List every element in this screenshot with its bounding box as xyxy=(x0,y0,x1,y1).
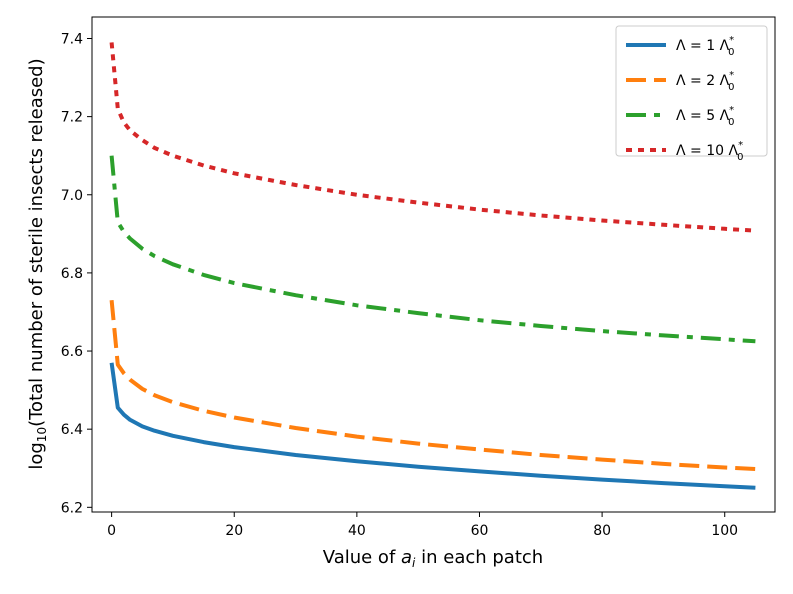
x-axis-ticks: 0 20 40 60 80 100 xyxy=(107,512,738,539)
x-tick-label: 80 xyxy=(593,523,611,539)
x-tick-label: 60 xyxy=(471,523,489,539)
y-tick-label: 7.2 xyxy=(61,110,83,126)
x-axis-label: Value of ai in each patch xyxy=(323,547,543,570)
legend-label-2: Λ = 2 Λ* 0 xyxy=(676,70,735,93)
series-line-4 xyxy=(109,42,756,233)
legend-label-4: Λ = 10 Λ* 0 xyxy=(676,140,743,163)
legend-box xyxy=(615,25,768,157)
series-layer xyxy=(109,42,756,490)
y-tick-label: 6.6 xyxy=(61,344,83,360)
y-tick-label: 7.4 xyxy=(61,31,83,47)
series-line-2 xyxy=(109,300,756,471)
x-tick-label: 0 xyxy=(107,523,116,539)
y-tick-label: 6.2 xyxy=(61,500,83,516)
legend-label-1: Λ = 1 Λ* 0 xyxy=(676,35,735,58)
x-tick-label: 40 xyxy=(348,523,366,539)
series-line-3 xyxy=(109,155,756,344)
legend: Λ = 1 Λ* 0 Λ = 2 Λ* 0 Λ = 5 Λ* 0 Λ = 10 Λ* 0 xyxy=(615,25,768,163)
x-tick-label: 20 xyxy=(225,523,243,539)
x-tick-label: 100 xyxy=(711,523,738,539)
y-tick-label: 6.4 xyxy=(61,422,83,438)
plot-frame xyxy=(91,16,776,513)
y-tick-label: 6.8 xyxy=(61,266,83,282)
y-axis-ticks: 6.2 6.4 6.6 6.8 7.0 7.2 7.4 xyxy=(61,31,92,516)
y-tick-label: 7.0 xyxy=(61,188,83,204)
legend-label-3: Λ = 5 Λ* 0 xyxy=(676,105,735,128)
series-line-1 xyxy=(109,362,756,490)
y-axis-label: log10(Total number of sterile insects re… xyxy=(26,58,49,469)
